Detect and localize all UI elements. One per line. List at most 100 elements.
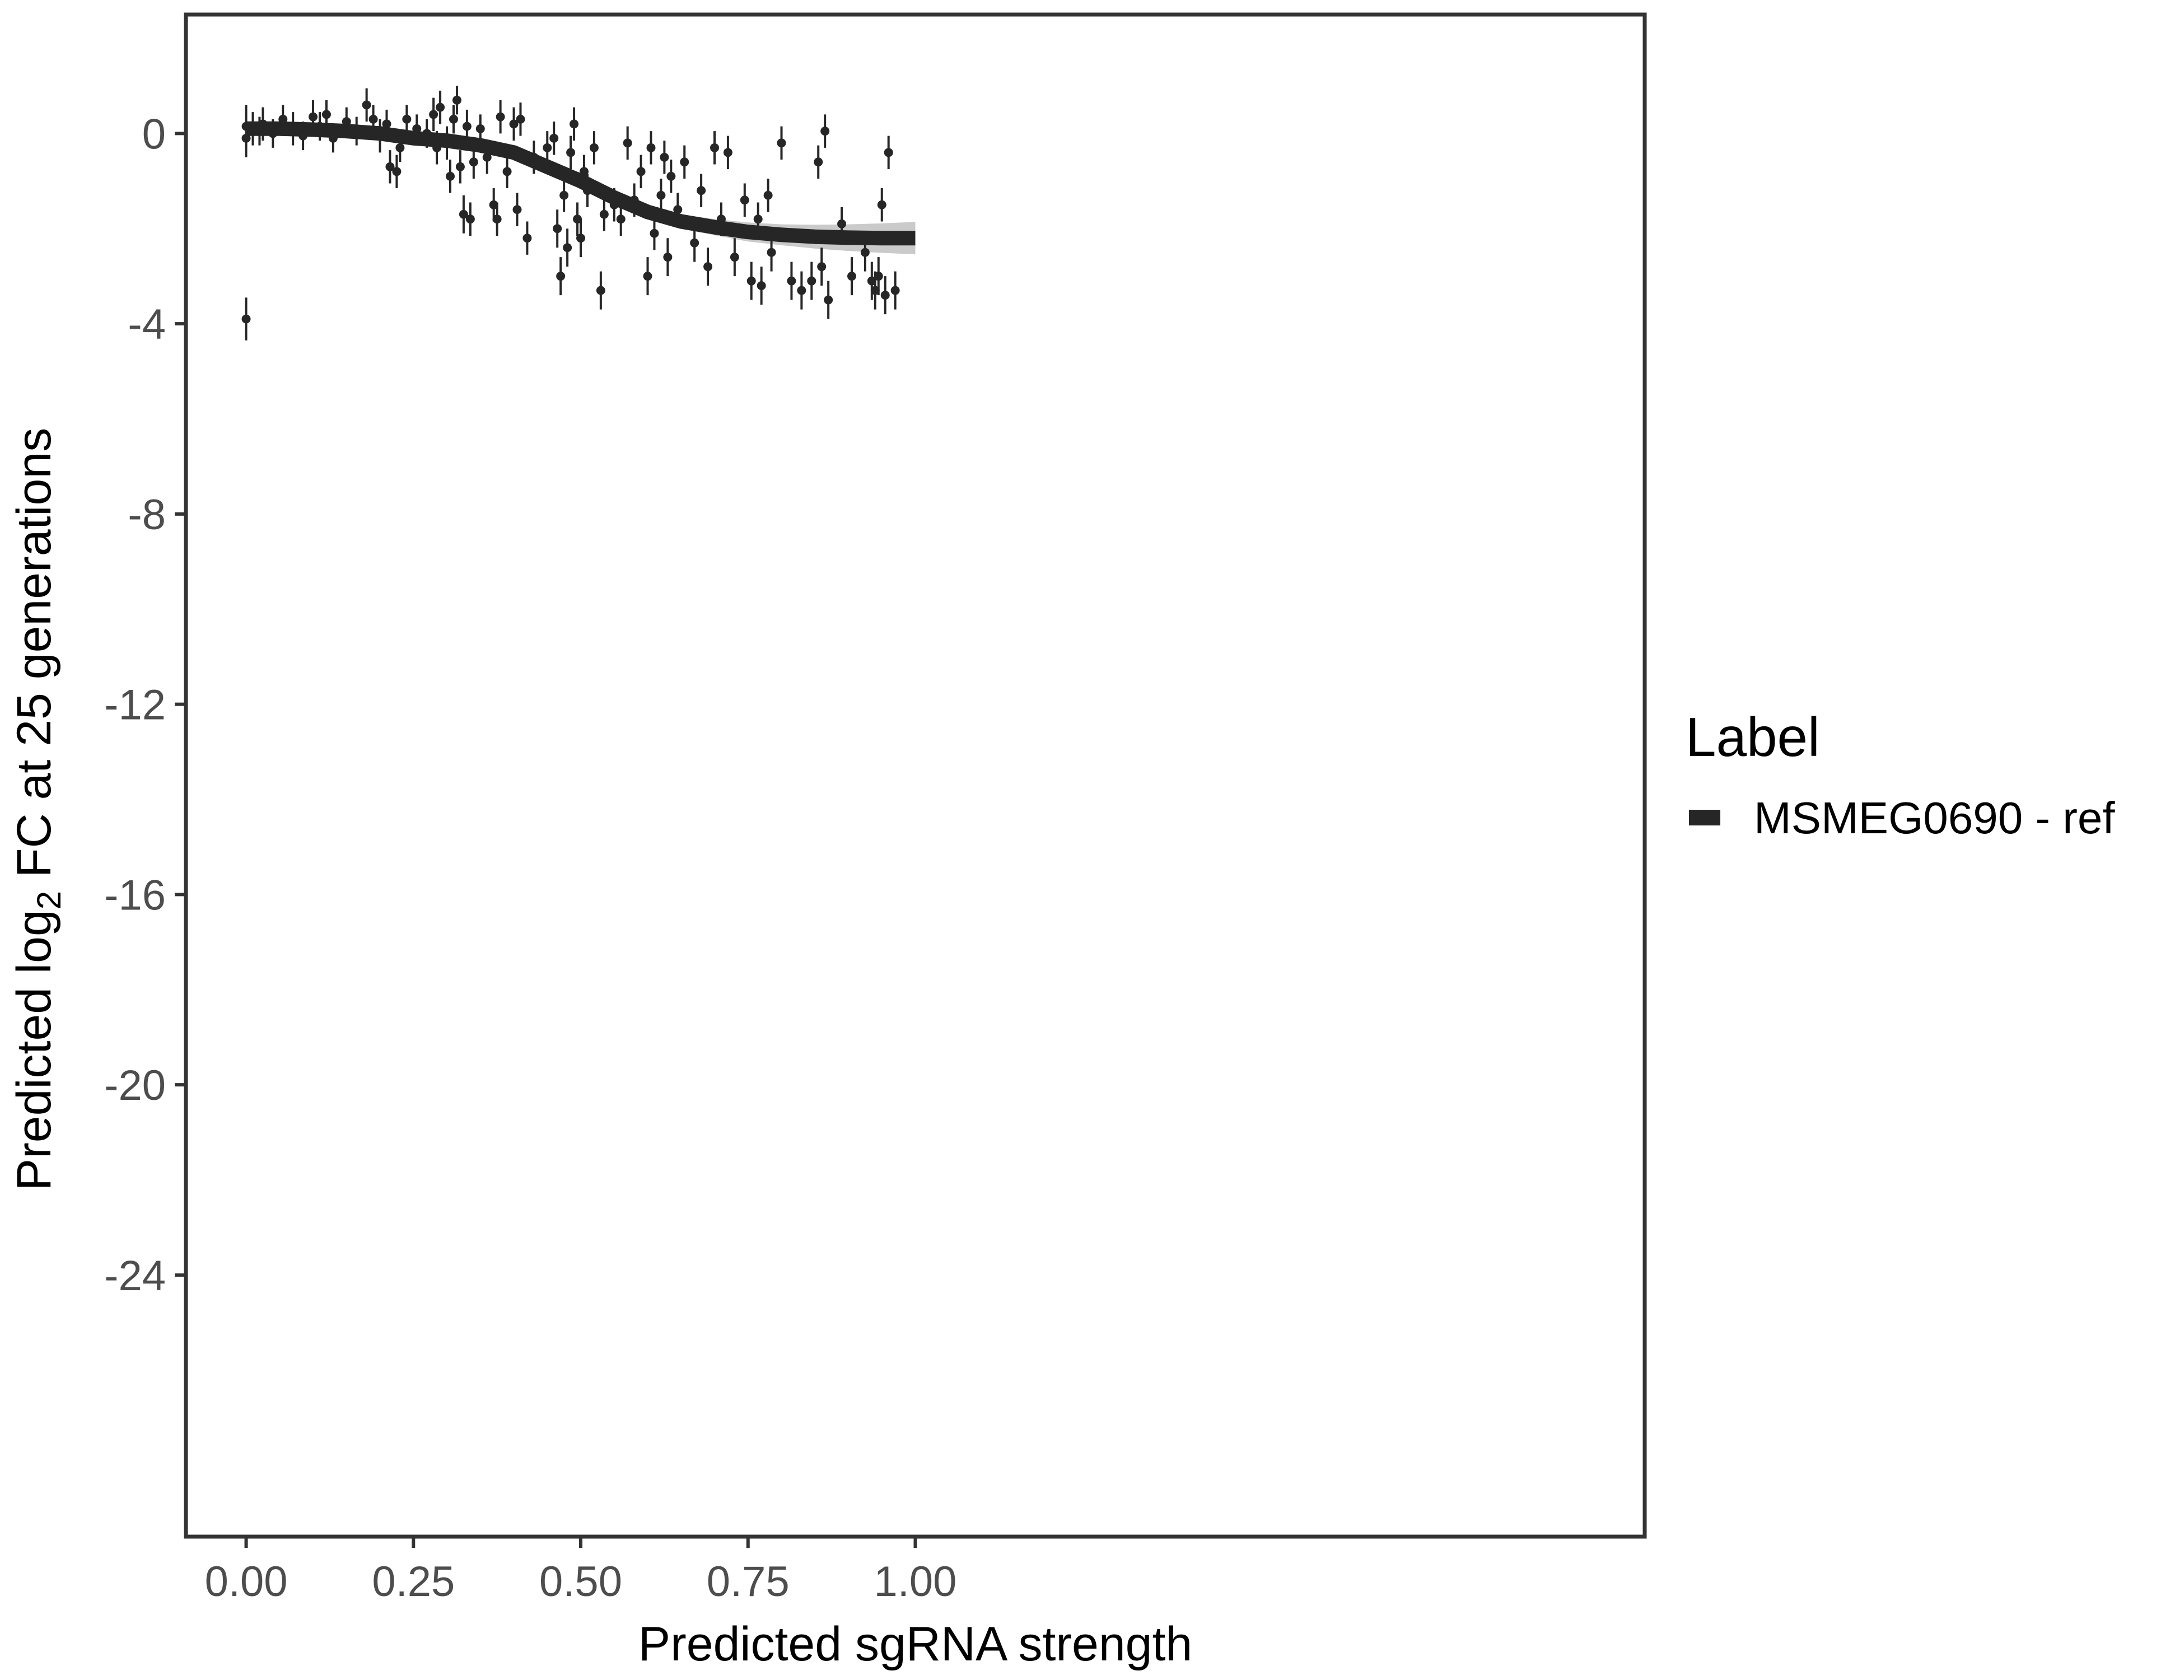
data-point	[807, 276, 816, 286]
data-point	[723, 148, 732, 157]
data-point-layer	[241, 95, 900, 324]
y-axis-title-prefix: Predicted log	[7, 909, 61, 1191]
data-point	[258, 119, 268, 129]
data-point	[362, 100, 371, 110]
data-point	[860, 248, 870, 257]
x-tick-label: 0.25	[372, 1558, 455, 1606]
x-tick-label: 1.00	[874, 1558, 957, 1606]
data-point	[328, 133, 338, 143]
data-point	[475, 124, 485, 133]
x-tick-label: 0.50	[539, 1558, 622, 1606]
data-point	[596, 286, 605, 295]
data-point	[703, 262, 713, 272]
legend-title: Label	[1686, 706, 1820, 768]
data-point	[697, 186, 706, 195]
data-point	[753, 214, 763, 224]
data-point	[482, 152, 492, 162]
data-point	[660, 152, 669, 162]
data-point	[278, 114, 288, 124]
data-point	[268, 129, 278, 138]
data-point	[462, 122, 472, 131]
data-point	[746, 276, 756, 286]
x-tick-label: 0.00	[205, 1558, 288, 1606]
data-point	[847, 272, 856, 281]
data-point	[646, 143, 656, 152]
data-point	[392, 167, 402, 176]
data-point	[469, 157, 478, 167]
data-point	[342, 117, 351, 127]
data-point	[553, 224, 562, 234]
data-point	[623, 138, 632, 148]
data-point	[559, 190, 569, 200]
data-point	[573, 214, 582, 224]
data-point	[449, 114, 458, 124]
data-point	[870, 286, 880, 295]
data-point	[563, 243, 572, 253]
data-point	[890, 286, 900, 295]
data-point	[874, 272, 883, 281]
data-point	[516, 114, 525, 124]
data-point	[298, 131, 308, 141]
data-point	[690, 238, 699, 248]
data-point	[321, 110, 331, 119]
data-point	[636, 167, 646, 176]
data-point	[884, 148, 893, 157]
data-point	[465, 214, 475, 224]
data-point	[582, 186, 592, 195]
data-point	[556, 272, 566, 281]
data-point	[570, 119, 579, 129]
y-tick-label: -8	[128, 491, 166, 539]
data-point	[824, 295, 833, 305]
data-point	[576, 234, 586, 243]
x-axis-ticks: 0.00 0.25 0.50 0.75 1.00	[205, 1537, 957, 1606]
data-point	[368, 114, 378, 124]
data-point	[496, 112, 505, 122]
x-axis-title: Predicted sgRNA strength	[638, 1617, 1193, 1671]
data-point	[566, 148, 576, 157]
legend: Label MSMEG0690 - ref	[1686, 706, 2115, 843]
data-point	[820, 127, 830, 136]
y-axis-title-subscript: 2	[30, 891, 68, 909]
data-point	[543, 143, 552, 152]
y-axis-ticks: 0 -4 -8 -12 -16 -20 -24	[104, 110, 186, 1300]
data-point	[797, 286, 806, 295]
data-point	[757, 281, 766, 291]
y-tick-label: -16	[104, 871, 166, 919]
data-point	[837, 219, 847, 228]
data-point	[867, 276, 876, 286]
x-tick-label: 0.75	[707, 1558, 790, 1606]
y-tick-label: -24	[104, 1252, 166, 1300]
data-point	[730, 253, 739, 262]
data-point	[352, 127, 361, 136]
data-point	[241, 133, 251, 143]
data-point	[315, 122, 324, 131]
data-point	[446, 171, 455, 181]
data-point	[385, 162, 395, 171]
y-axis-title-suffix: FC at 25 generations	[7, 428, 61, 891]
data-point	[512, 205, 522, 214]
data-point	[402, 114, 412, 124]
data-point	[616, 214, 626, 224]
data-point	[422, 129, 432, 138]
y-axis-title: Predicted log2 FC at 25 generations	[7, 428, 68, 1191]
data-point	[432, 143, 442, 152]
data-point	[455, 162, 465, 171]
data-point	[673, 205, 683, 214]
data-point	[877, 200, 886, 209]
data-point	[452, 95, 461, 105]
data-point	[241, 314, 251, 324]
data-point	[629, 195, 639, 205]
data-point	[429, 110, 438, 119]
data-point	[589, 143, 599, 152]
data-point	[492, 214, 502, 224]
data-point	[375, 131, 385, 141]
data-point	[522, 234, 532, 243]
data-point	[656, 190, 666, 200]
data-point	[395, 143, 405, 152]
data-point	[382, 119, 391, 129]
legend-label-msmeg0690-ref: MSMEG0690 - ref	[1754, 793, 2115, 843]
data-point	[716, 214, 726, 224]
data-point	[643, 272, 652, 281]
data-point	[599, 209, 609, 219]
